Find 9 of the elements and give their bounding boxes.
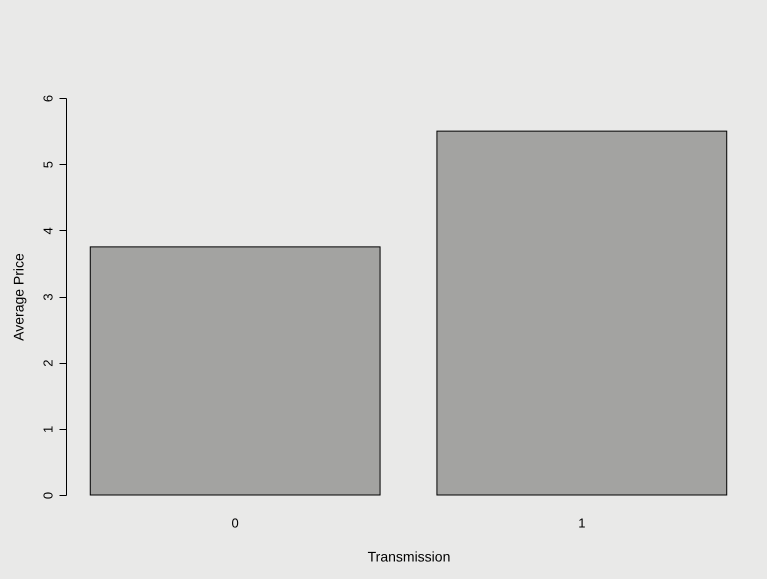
x-axis-title: Transmission [368, 548, 450, 564]
y-tick-label: 0 [40, 492, 56, 500]
y-tick-label: 4 [40, 227, 56, 234]
y-tick-label: 6 [40, 94, 56, 102]
y-axis-title: Average Price [10, 252, 26, 341]
y-tick-label: 3 [40, 293, 56, 301]
y-tick-label: 1 [40, 426, 56, 433]
y-tick-label: 5 [40, 161, 56, 168]
y-tick-label: 2 [40, 360, 56, 367]
